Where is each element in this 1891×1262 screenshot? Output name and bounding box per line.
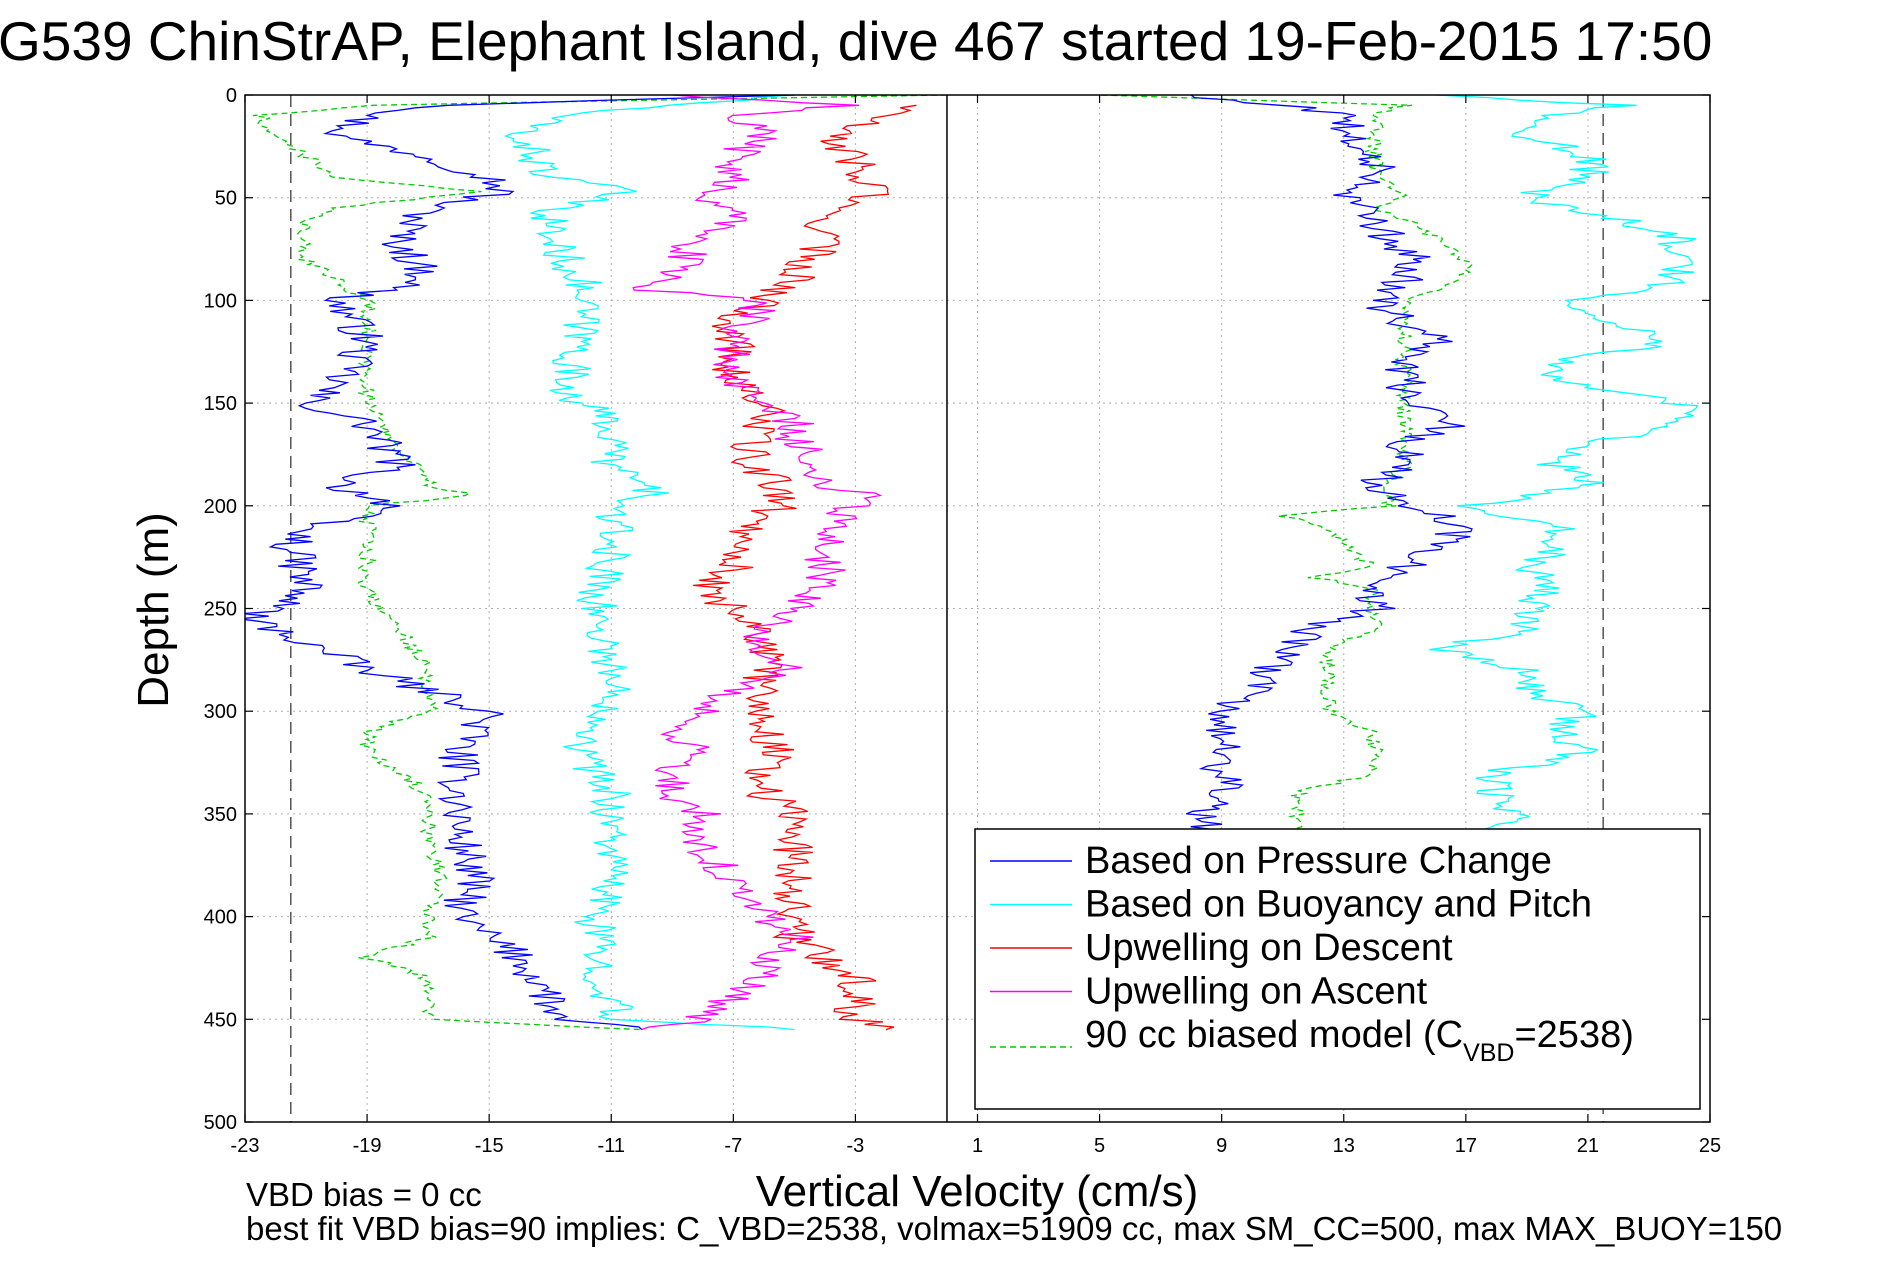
best-fit-text: best fit VBD bias=90 implies: C_VBD=2538…	[246, 1210, 1782, 1247]
series-line	[253, 95, 948, 1031]
x-tick-label: 9	[1216, 1135, 1227, 1157]
x-tick-label: 25	[1699, 1135, 1721, 1157]
legend-label-subscript: VBD	[1463, 1039, 1514, 1067]
legend-box	[974, 828, 1701, 1110]
x-axis-label: Vertical Velocity (cm/s)	[756, 1167, 1199, 1216]
x-tick-label: 13	[1333, 1135, 1355, 1157]
chart-title: G539 ChinStrAP, Elephant Island, dive 46…	[0, 10, 1712, 72]
y-tick-label: 150	[204, 393, 237, 415]
y-tick-label: 450	[204, 1009, 237, 1031]
legend-label: Upwelling on Ascent	[1085, 971, 1428, 1013]
x-tick-label: 17	[1455, 1135, 1477, 1157]
legend-label: Based on Buoyancy and Pitch	[1085, 884, 1592, 926]
y-tick-label: 300	[204, 701, 237, 723]
series-line	[503, 95, 795, 1031]
x-tick-label: -23	[231, 1135, 260, 1157]
legend-label-main: 90 cc biased model (C	[1085, 1014, 1463, 1056]
y-axis-label: Depth (m)	[129, 512, 178, 708]
vbd-bias-text: VBD bias = 0 cc	[246, 1176, 482, 1213]
y-tick-label: 200	[204, 496, 237, 518]
x-axis-ticks: -23 -19 -15 -11 -7 -3 1 5 9 13 17 21 25	[231, 95, 1721, 1157]
series-line	[245, 95, 795, 1031]
y-tick-label: 400	[204, 907, 237, 929]
x-tick-label: -19	[353, 1135, 382, 1157]
y-tick-label: 250	[204, 599, 237, 621]
legend-label: Based on Pressure Change	[1085, 840, 1552, 882]
y-tick-label: 0	[226, 85, 237, 107]
legend-label: 90 cc biased model (CVBD=2538)	[1085, 1014, 1634, 1067]
y-axis-ticks: 0 50 100 150 200 250 300 350 400 450 500	[204, 85, 1710, 1134]
x-tick-label: 5	[1094, 1135, 1105, 1157]
series-line	[693, 104, 917, 1031]
y-tick-label: 500	[204, 1112, 237, 1134]
series-layer	[245, 95, 1699, 1031]
y-tick-label: 50	[215, 188, 237, 210]
x-tick-label: -7	[724, 1135, 742, 1157]
x-tick-label: -11	[598, 1135, 625, 1157]
series-line	[632, 95, 883, 1031]
x-tick-label: 1	[972, 1135, 983, 1157]
legend-label: Upwelling on Descent	[1085, 927, 1453, 969]
x-tick-label: -15	[475, 1135, 504, 1157]
x-tick-label: -3	[847, 1135, 865, 1157]
y-tick-label: 100	[204, 290, 237, 312]
x-tick-label: 21	[1577, 1135, 1599, 1157]
y-tick-label: 350	[204, 804, 237, 826]
legend-label-end: =2538)	[1514, 1014, 1633, 1056]
